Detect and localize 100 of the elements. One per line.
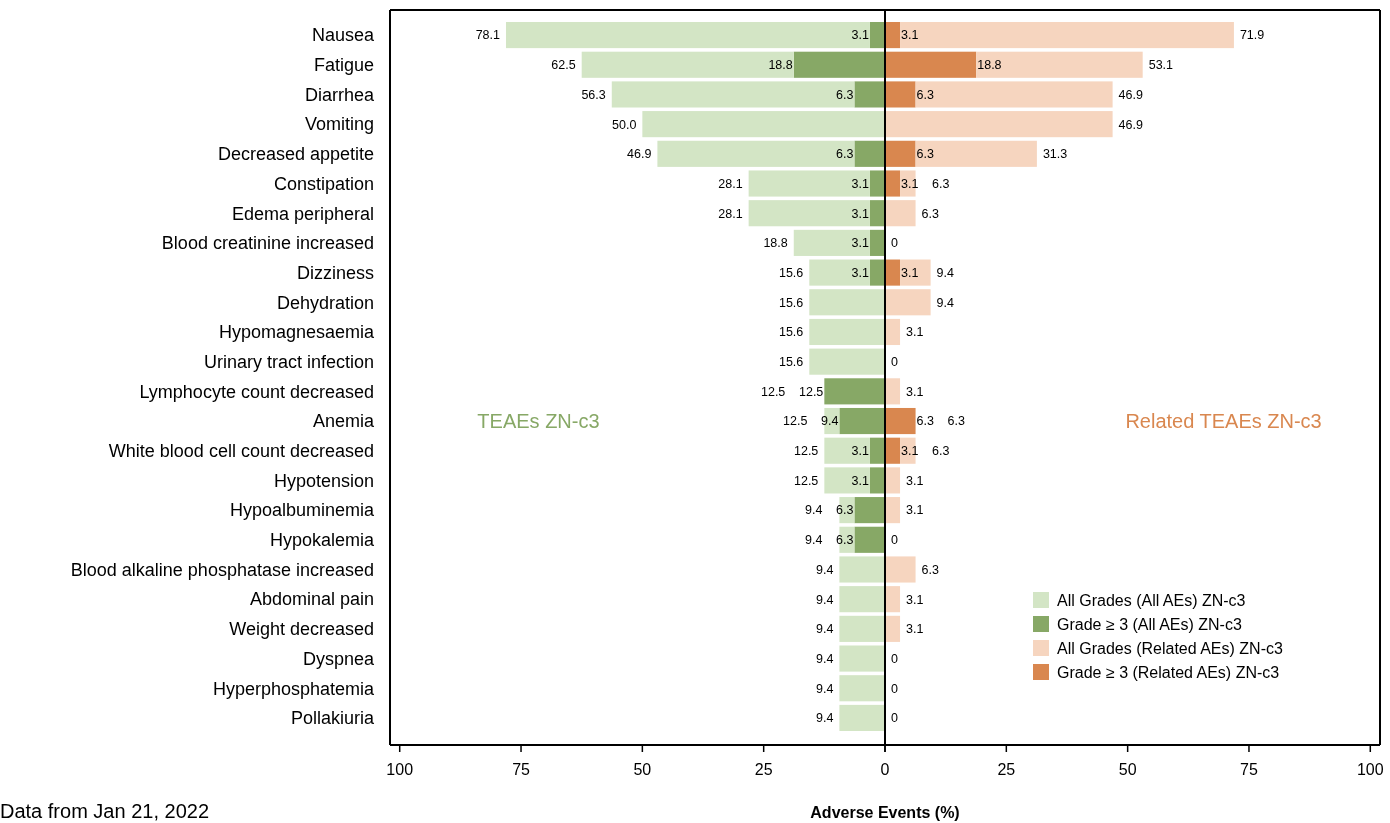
y-tick-label: Hypomagnesaemia bbox=[218, 322, 375, 343]
x-tick-label: 100 bbox=[386, 761, 414, 778]
data-label: 3.1 bbox=[851, 236, 869, 251]
x-tick-label: 75 bbox=[512, 761, 531, 778]
data-label: 3.1 bbox=[901, 176, 919, 191]
data-label: 3.1 bbox=[851, 28, 869, 43]
total-label: 28.1 bbox=[718, 176, 743, 191]
total-label: 9.4 bbox=[815, 651, 834, 666]
y-tick-label: Decreased appetite bbox=[217, 144, 374, 165]
bar bbox=[839, 645, 885, 672]
data-label: 6.3 bbox=[836, 533, 854, 548]
data-label: 6.3 bbox=[947, 414, 965, 429]
total-label: 0 bbox=[891, 681, 898, 696]
x-tick-label: 0 bbox=[880, 761, 890, 778]
x-tick-label: 75 bbox=[1240, 761, 1258, 778]
data-label: 3.1 bbox=[901, 265, 919, 280]
legend-label: Grade ≥ 3 (Related AEs) ZN-c3 bbox=[1057, 663, 1280, 681]
y-tick-label: Fatigue bbox=[313, 55, 374, 76]
total-label: 3.1 bbox=[906, 473, 924, 488]
total-label: 3.1 bbox=[906, 622, 924, 637]
total-label: 12.5 bbox=[793, 473, 819, 488]
total-label: 9.4 bbox=[815, 711, 834, 726]
y-tick-label: Blood creatinine increased bbox=[161, 233, 374, 254]
total-label: 12.5 bbox=[798, 384, 824, 399]
total-label: 0 bbox=[891, 711, 898, 726]
bar bbox=[824, 437, 870, 464]
total-label: 9.4 bbox=[805, 533, 823, 548]
legend-label: All Grades (All AEs) ZN-c3 bbox=[1057, 591, 1246, 609]
total-label: 3.1 bbox=[906, 325, 924, 340]
total-label: 9.4 bbox=[936, 295, 955, 310]
data-label: 12.5 bbox=[760, 384, 786, 399]
y-tick-label: White blood cell count decreased bbox=[108, 441, 374, 462]
total-label: 9.4 bbox=[815, 622, 834, 637]
total-label: 0 bbox=[891, 355, 898, 370]
bar bbox=[748, 170, 870, 197]
total-label: 56.3 bbox=[581, 87, 606, 102]
y-tick-label: Urinary tract infection bbox=[203, 351, 374, 372]
total-label: 12.5 bbox=[793, 444, 819, 459]
total-label: 46.9 bbox=[1118, 87, 1143, 102]
bar bbox=[915, 140, 1037, 167]
bar bbox=[839, 675, 885, 702]
total-label: 3.1 bbox=[906, 592, 924, 607]
total-label: 46.9 bbox=[1118, 117, 1143, 132]
x-tick-label: 25 bbox=[754, 761, 773, 778]
bar bbox=[748, 200, 870, 227]
total-label: 9.4 bbox=[936, 265, 955, 280]
data-label: 18.8 bbox=[768, 58, 793, 73]
y-tick-label: Dizziness bbox=[296, 262, 374, 283]
x-tick-label: 100 bbox=[1356, 761, 1384, 778]
total-label: 15.6 bbox=[778, 295, 804, 310]
total-label: 31.3 bbox=[1042, 147, 1068, 162]
total-label: 9.4 bbox=[815, 562, 834, 577]
annotation: TEAEs ZN-c3 bbox=[477, 410, 600, 433]
total-label: 6.3 bbox=[932, 176, 950, 191]
bar bbox=[657, 140, 855, 167]
y-tick-label: Hypoalbuminemia bbox=[229, 500, 375, 521]
bar bbox=[885, 318, 901, 346]
total-label: 78.1 bbox=[475, 28, 501, 43]
y-tick-label: Weight decreased bbox=[229, 619, 374, 640]
y-tick-label: Blood alkaline phosphatase increased bbox=[70, 559, 374, 580]
bar bbox=[885, 378, 901, 405]
total-label: 12.5 bbox=[783, 414, 808, 429]
annotation: Related TEAEs ZN-c3 bbox=[1125, 410, 1322, 433]
total-label: 18.8 bbox=[763, 236, 788, 251]
total-label: 6.3 bbox=[921, 206, 939, 221]
total-label: 9.4 bbox=[805, 503, 823, 518]
bar bbox=[900, 259, 931, 286]
total-label: 15.6 bbox=[778, 325, 804, 340]
y-tick-label: Hyperphosphatemia bbox=[212, 678, 375, 699]
data-label: 18.8 bbox=[977, 58, 1002, 73]
total-label: 15.6 bbox=[778, 265, 804, 280]
y-tick-label: Pollakiuria bbox=[290, 708, 375, 729]
y-tick-label: Dehydration bbox=[276, 292, 374, 313]
total-label: 28.1 bbox=[718, 206, 743, 221]
data-label: 3.1 bbox=[851, 176, 869, 191]
bar bbox=[869, 229, 885, 256]
data-label: 9.4 bbox=[820, 414, 839, 429]
bar bbox=[824, 467, 870, 494]
total-label: 6.3 bbox=[916, 414, 934, 429]
total-label: 0 bbox=[891, 651, 898, 666]
y-tick-label: Nausea bbox=[311, 25, 375, 46]
total-label: 46.9 bbox=[627, 147, 652, 162]
y-tick-label: Hypokalemia bbox=[269, 530, 375, 551]
x-tick-label: 50 bbox=[633, 761, 652, 778]
total-label: 9.4 bbox=[815, 681, 834, 696]
bar bbox=[854, 526, 885, 553]
total-label: 9.4 bbox=[815, 592, 834, 607]
bar bbox=[809, 259, 870, 286]
total-label: 3.1 bbox=[906, 384, 924, 399]
bar bbox=[611, 81, 855, 108]
data-label: 3.1 bbox=[851, 444, 869, 459]
data-label: 6.3 bbox=[916, 87, 934, 102]
bar bbox=[839, 704, 885, 731]
bar bbox=[809, 348, 885, 375]
y-tick-label: Edema peripheral bbox=[231, 203, 374, 224]
total-label: 62.5 bbox=[551, 58, 576, 73]
bar bbox=[505, 22, 870, 49]
y-tick-label: Anemia bbox=[312, 411, 375, 432]
legend-label: Grade ≥ 3 (All AEs) ZN-c3 bbox=[1057, 615, 1242, 633]
total-label: 0 bbox=[891, 236, 898, 251]
